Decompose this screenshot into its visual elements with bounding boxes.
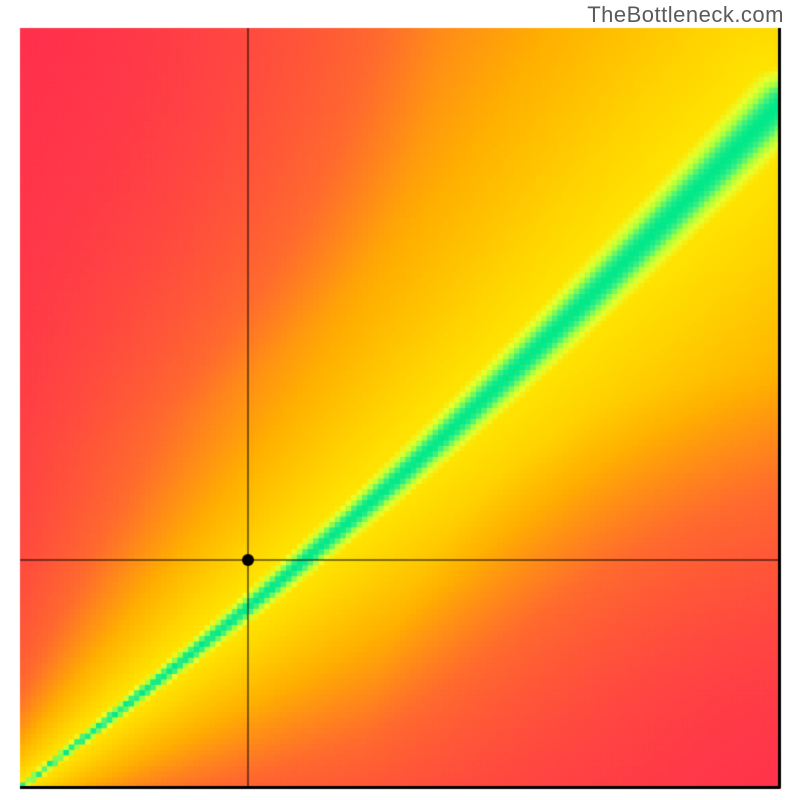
chart-container: TheBottleneck.com <box>0 0 800 800</box>
bottleneck-heatmap <box>0 0 800 800</box>
watermark-label: TheBottleneck.com <box>587 2 784 28</box>
